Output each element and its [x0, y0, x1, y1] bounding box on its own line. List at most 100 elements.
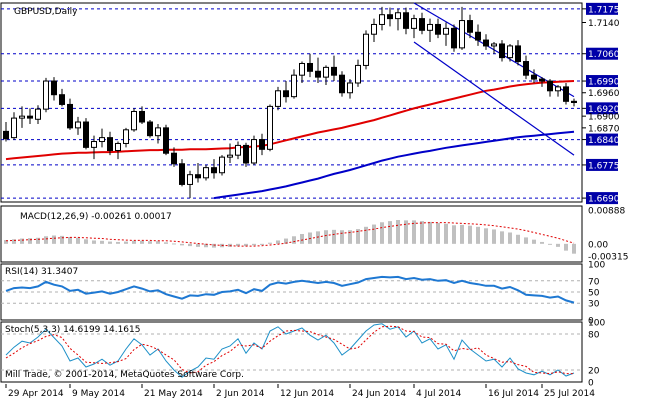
macd-bar	[532, 239, 536, 244]
candle-body	[267, 105, 273, 150]
pane-frame-0	[0, 2, 583, 203]
macd-bar	[340, 230, 344, 244]
candle-body	[371, 23, 377, 35]
macd-bar	[420, 221, 424, 244]
macd-bar	[372, 224, 376, 244]
candle-body	[323, 66, 329, 78]
macd-bar	[196, 243, 200, 247]
ma-red-line	[5, 80, 575, 161]
candle-body	[75, 121, 81, 129]
rsi-axis-label: 100	[588, 261, 605, 271]
macd-bar	[332, 229, 336, 244]
macd-bar	[284, 238, 288, 244]
candle-body	[107, 137, 113, 151]
candle-body	[139, 110, 145, 123]
ma-blue-line	[213, 130, 575, 200]
macd-bar	[76, 237, 80, 244]
macd-bar	[364, 226, 368, 244]
macd-bar	[476, 226, 480, 244]
macd-bar	[204, 243, 208, 248]
macd-bar	[148, 241, 152, 244]
x-tick-label: 12 Jun 2014	[280, 389, 334, 399]
candle-body	[171, 152, 177, 165]
price-tag-label: 1.7175	[588, 5, 620, 15]
candle-body	[403, 12, 409, 29]
macd-bar	[252, 243, 256, 246]
macd-bar	[484, 228, 488, 244]
stoch-main-line	[5, 323, 575, 378]
candle-body	[3, 130, 9, 140]
price-tag	[586, 192, 618, 205]
candle-body	[251, 139, 257, 164]
price-tag	[586, 158, 618, 171]
rsi-axis-label: 30	[588, 300, 600, 310]
x-tick-label: 29 Apr 2014	[8, 389, 64, 399]
candle-body	[475, 31, 481, 41]
candle-body	[227, 154, 233, 158]
macd-bar	[468, 225, 472, 244]
stoch-axis-label: 20	[588, 367, 600, 377]
macd-bar	[260, 243, 264, 245]
price-tag-label: 1.6775	[588, 161, 620, 171]
macd-bar	[268, 242, 272, 244]
candle-body	[115, 142, 121, 151]
macd-bar	[140, 240, 144, 244]
macd-bar	[436, 223, 440, 244]
candle-body	[11, 117, 17, 139]
chart-title: GBPUSD,Daily	[14, 7, 78, 17]
macd-bar	[300, 234, 304, 244]
macd-bar	[388, 221, 392, 244]
price-tag-label: 1.6840	[588, 136, 620, 146]
candle-body	[195, 174, 201, 179]
macd-bar	[508, 232, 512, 244]
candle-body	[163, 127, 169, 154]
macd-bar	[444, 223, 448, 244]
candle-body	[283, 90, 289, 98]
candle-body	[19, 115, 25, 119]
stoch-axis-label: 100	[588, 319, 605, 329]
macd-bar	[380, 222, 384, 244]
macd-bar	[540, 241, 544, 244]
macd-bar	[396, 220, 400, 244]
candle-body	[563, 86, 569, 102]
macd-bar	[412, 220, 416, 244]
x-tick-label: 2 Jun 2014	[216, 389, 265, 399]
x-tick-label: 16 Jul 2014	[488, 389, 539, 399]
x-tick-label: 24 Jun 2014	[352, 389, 406, 399]
macd-bar	[188, 243, 192, 247]
axis-layer: 29 Apr 2014 9 May 2014 21 May 2014 2 Jun 20…	[5, 2, 628, 399]
candle-body	[531, 74, 537, 80]
candle-body	[243, 144, 249, 164]
candle-body	[411, 18, 417, 29]
macd-bar	[348, 230, 352, 244]
macd-bar	[548, 243, 552, 245]
candle-body	[483, 39, 489, 47]
macd-bar	[572, 243, 576, 254]
stoch-axis-label: 0	[588, 379, 594, 389]
candle-body	[235, 144, 241, 156]
candle-body	[299, 62, 305, 76]
candle-body	[539, 78, 545, 82]
candle-body	[51, 80, 57, 96]
macd-bar	[316, 231, 320, 244]
candle-body	[155, 127, 161, 137]
candle-body	[339, 74, 345, 94]
candle-body	[131, 110, 137, 131]
rsi-axis-label: 0	[588, 317, 594, 327]
price-tag-label: 1.6920	[588, 105, 620, 115]
candle-body	[555, 86, 561, 92]
candle-body	[99, 137, 105, 143]
candle-body	[419, 18, 425, 31]
macd-bar	[244, 243, 248, 247]
price-tag-label: 1.6990	[588, 78, 620, 88]
macd-bar	[52, 235, 56, 244]
macd-bar	[180, 243, 184, 246]
candle-body	[499, 43, 505, 59]
pane-frame-1	[0, 205, 583, 263]
candle-body	[259, 139, 265, 150]
candle-body	[35, 108, 41, 120]
macd-axis-label: -0.00315	[588, 252, 628, 262]
macd-bar	[156, 241, 160, 244]
candle-body	[27, 115, 33, 119]
candle-body	[515, 45, 521, 63]
